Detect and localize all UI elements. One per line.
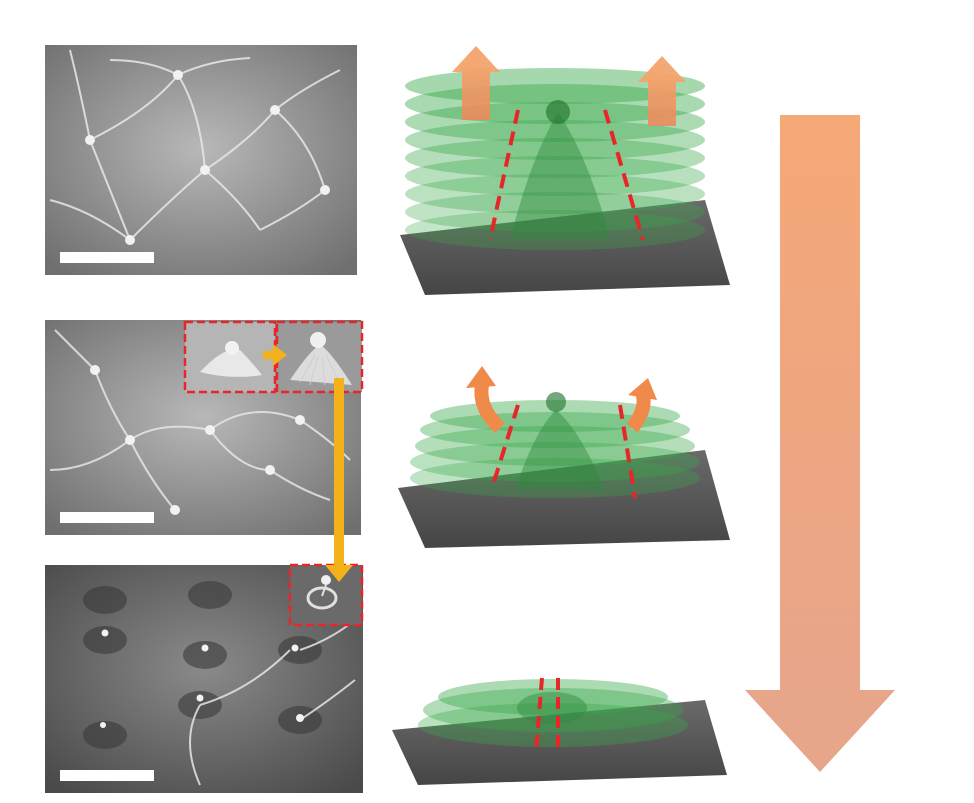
scale-bar-top — [60, 252, 154, 263]
layer-stack-bottom — [418, 679, 688, 747]
sem-ridges-top — [49, 49, 341, 241]
sem-dimples-bottom — [83, 581, 322, 749]
sem-ridges-middle — [49, 329, 351, 511]
scale-bar-middle — [60, 512, 154, 523]
up-arrows-top — [452, 46, 686, 126]
inset-middle-2 — [275, 320, 364, 394]
inset-bottom — [288, 563, 364, 627]
sem-panel-middle — [45, 320, 364, 535]
inset-link-arrow — [263, 344, 287, 366]
curved-arrows-middle — [466, 366, 657, 434]
sem-pillars-top — [85, 70, 330, 245]
sem-pillars-middle — [90, 365, 305, 515]
substrate-middle — [398, 450, 730, 548]
sem-panel-top — [45, 45, 357, 275]
inset-middle-1 — [183, 320, 277, 394]
schematic-bottom — [392, 677, 727, 785]
dashed-lines-middle — [490, 404, 637, 499]
dashed-lines-top — [488, 109, 645, 241]
sem-panel-bottom — [45, 563, 364, 793]
dashed-lines-bottom — [534, 677, 560, 753]
schematic-middle — [398, 366, 730, 548]
sem-pillars-bottom — [100, 629, 304, 728]
schematic-top — [400, 46, 730, 295]
scale-bar-bottom — [60, 770, 154, 781]
process-direction-arrow — [745, 115, 895, 772]
substrate-top — [400, 200, 730, 295]
yellow-connector-arrow — [325, 378, 353, 582]
layer-stack-middle — [410, 392, 700, 498]
sem-image-top — [45, 45, 357, 275]
